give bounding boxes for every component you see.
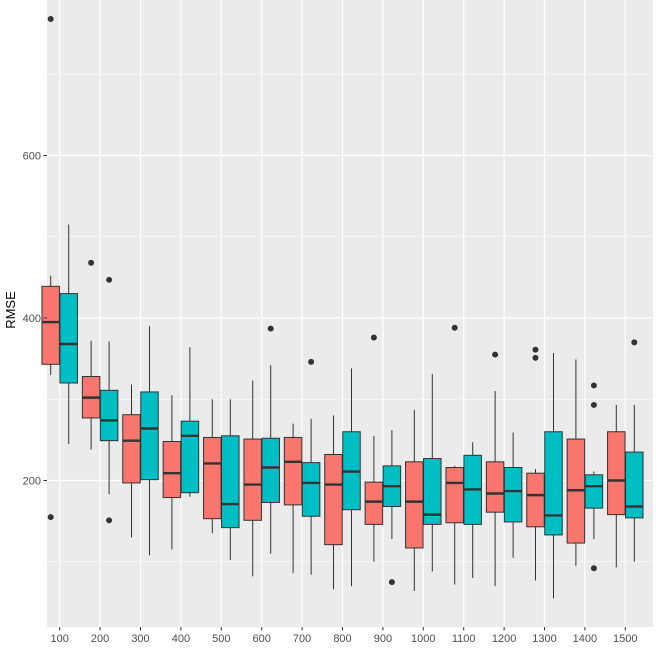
box-700-series-2 [301, 358, 321, 575]
iqr-box [526, 472, 545, 528]
outlier-point [590, 565, 597, 572]
iqr-box [544, 431, 563, 536]
outlier-point [88, 259, 95, 266]
iqr-box [243, 438, 262, 521]
x-tick-label: 1000 [411, 633, 435, 645]
outlier-point [106, 517, 113, 524]
y-axis: 200 400 600 [23, 151, 47, 488]
outlier-point [47, 514, 54, 521]
box-1100-series-2 [463, 442, 482, 578]
iqr-box [99, 389, 119, 442]
outlier-point [47, 16, 54, 22]
x-tick-label: 1400 [573, 633, 597, 645]
x-tick-label: 700 [293, 633, 311, 645]
box-300-series-2 [140, 326, 159, 556]
box-1000-series-2 [423, 374, 442, 572]
outlier-point [308, 358, 315, 365]
y-axis-title: RMSE [3, 291, 18, 329]
box-200-series-1 [81, 259, 101, 450]
outlier-point [631, 339, 638, 346]
outlier-point [451, 324, 458, 331]
iqr-box [405, 461, 424, 549]
iqr-box [221, 435, 240, 529]
outlier-point [388, 579, 395, 586]
box-600-series-2 [261, 325, 280, 554]
iqr-box [301, 462, 321, 517]
box-900-series-1 [364, 334, 384, 562]
outlier-point [590, 401, 597, 408]
iqr-box [423, 458, 442, 525]
iqr-box [41, 285, 60, 365]
box-1300-series-2 [544, 352, 563, 599]
x-tick-label: 400 [172, 633, 190, 645]
box-1400-series-1 [566, 359, 586, 566]
box-1100-series-1 [445, 324, 464, 585]
iqr-box [625, 451, 644, 519]
iqr-box [122, 414, 141, 484]
outlier-point [267, 325, 274, 332]
box-1300-series-1 [526, 346, 545, 581]
iqr-box [364, 481, 384, 525]
box-1500-series-2 [625, 339, 644, 562]
x-tick-label: 900 [374, 633, 392, 645]
box-900-series-2 [382, 430, 402, 586]
y-tick-label: 200 [23, 476, 41, 488]
box-groups [41, 16, 644, 599]
x-tick-label: 1200 [492, 633, 516, 645]
x-tick-label: 200 [91, 633, 109, 645]
box-300-series-1 [122, 384, 141, 538]
x-tick-label: 600 [253, 633, 271, 645]
iqr-box [503, 467, 523, 523]
iqr-box [59, 293, 78, 384]
iqr-box [140, 391, 159, 481]
iqr-box [324, 454, 343, 546]
x-axis: 100 200 300 400 500 600 700 800 900 1000 1100 1200 1… [51, 627, 638, 645]
iqr-box [162, 441, 182, 499]
box-200-series-2 [99, 276, 119, 524]
iqr-box [261, 437, 280, 503]
outlier-point [492, 351, 499, 358]
box-100-series-1 [41, 16, 60, 521]
box-1200-series-2 [503, 432, 523, 558]
box-100-series-2 [59, 224, 78, 444]
outlier-point [590, 382, 597, 389]
outlier-point [370, 334, 377, 341]
box-1500-series-1 [607, 404, 626, 568]
outlier-point [532, 346, 539, 353]
iqr-box [584, 474, 604, 509]
box-800-series-1 [324, 415, 343, 590]
x-tick-label: 800 [333, 633, 351, 645]
x-tick-label: 100 [51, 633, 69, 645]
iqr-box [203, 436, 222, 520]
y-tick-label: 600 [23, 151, 41, 163]
iqr-box [607, 431, 626, 516]
box-500-series-2 [221, 399, 240, 561]
iqr-box [283, 436, 303, 506]
outlier-point [106, 276, 113, 283]
x-tick-label: 500 [212, 633, 230, 645]
iqr-box [180, 420, 200, 494]
box-800-series-2 [342, 368, 361, 587]
x-tick-label: 1500 [613, 633, 637, 645]
x-tick-label: 300 [131, 633, 149, 645]
y-tick-label: 400 [23, 313, 41, 325]
iqr-box [485, 461, 505, 513]
outlier-point [532, 354, 539, 361]
box-1400-series-2 [584, 382, 604, 572]
x-tick-label: 1300 [532, 633, 556, 645]
box-400-series-2 [180, 347, 200, 497]
x-tick-label: 1100 [452, 633, 476, 645]
box-1200-series-1 [485, 351, 505, 587]
iqr-box [445, 467, 464, 524]
